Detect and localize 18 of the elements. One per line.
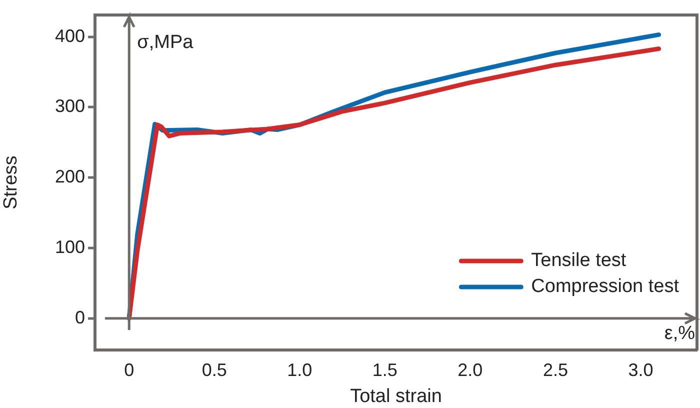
x-tick-label: 2.0 [458,360,483,380]
legend-label: Compression test [531,276,680,298]
y-tick-label: 200 [54,166,85,187]
legend-label: Tensile test [531,250,627,272]
x-tick-label: 1.0 [287,360,312,380]
x-tick-label: 2.5 [542,360,568,380]
y-tick-label: 400 [54,26,85,46]
x-tick-label: 1.5 [372,360,398,380]
y-axis-title: Stress [0,156,22,210]
x-tick-label: 3.0 [628,360,654,380]
y-tick-label: 100 [54,236,85,257]
x-tick-label: 0 [124,360,134,380]
y-tick-label: 0 [74,307,85,328]
ref-line-label: ε,% [664,323,696,344]
y-tick-label: 300 [54,96,85,116]
ref-line-label: σ,MPa [137,32,194,54]
x-tick-label: 0.5 [202,360,227,380]
x-axis-title: Total strain [350,386,442,407]
